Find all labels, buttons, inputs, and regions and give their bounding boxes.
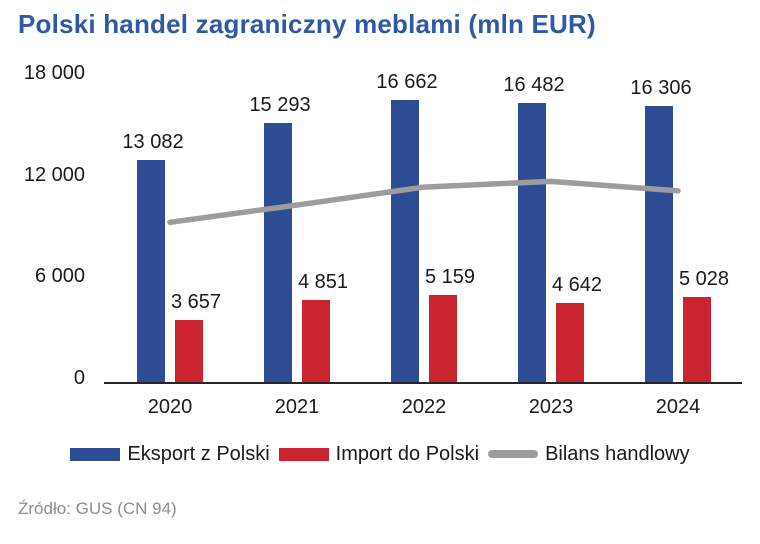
y-axis-tick-label: 0	[73, 367, 85, 389]
bar-export-2024	[645, 106, 673, 382]
legend: Eksport z Polski Import do Polski Bilans h…	[0, 443, 760, 465]
data-label: 15 293	[249, 94, 311, 116]
bar-export-2021	[264, 123, 292, 382]
bar-import-2021	[302, 300, 330, 382]
y-axis-tick-label: 6 000	[34, 265, 85, 288]
data-label: 16 306	[630, 77, 692, 99]
data-label: 4 851	[297, 271, 349, 293]
y-axis-tick-label: 12 000	[23, 163, 85, 186]
x-axis-tick-label: 2021	[274, 396, 320, 418]
source-note: Źródło: GUS (CN 94)	[18, 499, 177, 518]
data-label: 16 482	[503, 74, 565, 96]
bar-import-2023	[556, 303, 584, 382]
x-axis-tick-label: 2023	[528, 396, 574, 418]
legend-swatch-icon	[488, 450, 539, 458]
x-axis-tick-label: 2022	[401, 396, 447, 418]
bar-import-2022	[429, 295, 457, 382]
data-label: 16 662	[376, 71, 438, 93]
legend-swatch-icon	[70, 447, 121, 461]
chart-title: Polski handel zagraniczny meblami (mln E…	[18, 9, 596, 39]
data-label: 13 082	[122, 131, 184, 153]
legend-label: Eksport z Polski	[127, 443, 270, 465]
legend-swatch-icon	[278, 447, 329, 461]
bar-export-2023	[518, 103, 546, 382]
x-axis-tick-label: 2020	[147, 396, 193, 418]
bar-import-2024	[683, 297, 711, 382]
data-label: 5 028	[678, 268, 730, 290]
legend-label: Bilans handlowy	[545, 443, 690, 465]
x-axis-tick-label: 2024	[655, 396, 701, 418]
x-axis-line	[104, 382, 742, 384]
bar-export-2022	[391, 100, 419, 382]
legend-item: Bilans handlowy	[488, 443, 690, 465]
legend-item: Import do Polski	[278, 443, 480, 465]
legend-label: Import do Polski	[335, 443, 480, 465]
data-label: 3 657	[170, 291, 222, 313]
data-label: 5 159	[424, 266, 476, 288]
legend-item: Eksport z Polski	[70, 443, 270, 465]
bar-export-2020	[137, 160, 165, 382]
bar-import-2020	[175, 320, 203, 382]
data-label: 4 642	[551, 274, 603, 296]
y-axis-tick-label: 18 000	[23, 62, 85, 84]
